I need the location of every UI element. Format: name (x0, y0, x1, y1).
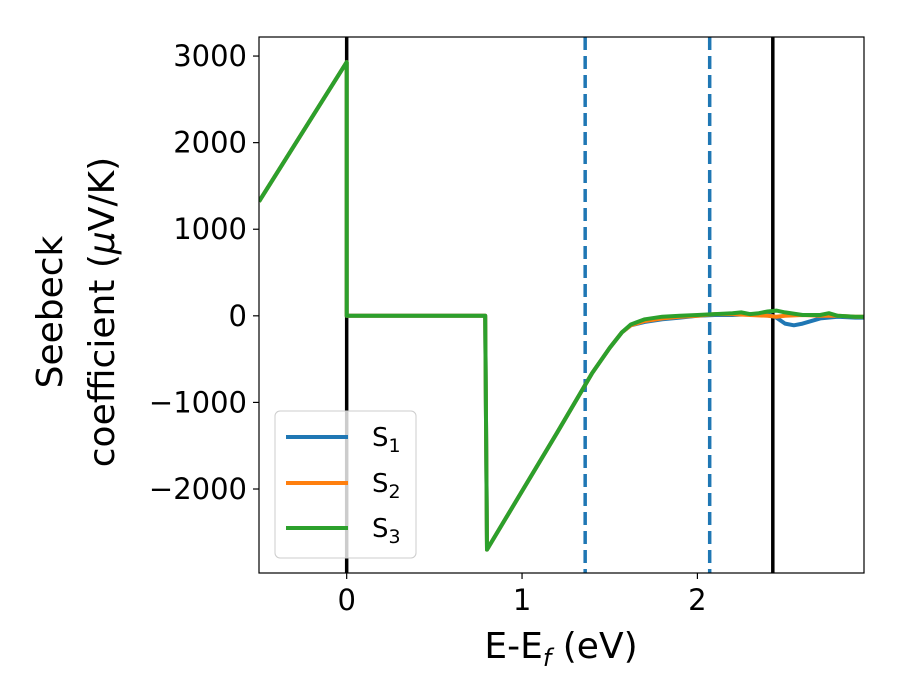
x-tick-label: 1 (513, 583, 531, 617)
y-tick-label: 2000 (173, 126, 247, 160)
y-axis-label-line2: coefficient (μV/K) (82, 157, 123, 467)
legend-entry-s3: S3 (286, 514, 401, 548)
legend-label-s3: S3 (372, 514, 401, 548)
legend-entry-s2: S2 (286, 469, 401, 503)
y-tick-label: 0 (229, 299, 247, 333)
y-axis-label-line1: Seebeck (30, 235, 71, 388)
y-tick-label: 3000 (173, 39, 247, 73)
y-tick-label: −1000 (149, 385, 247, 419)
plot-area (259, 37, 864, 573)
series-line-s3 (259, 60, 864, 552)
x-tick-label: 2 (688, 583, 706, 617)
legend-label-s1: S1 (372, 423, 401, 457)
legend-entry-s1: S1 (286, 423, 401, 457)
y-axis-label: Seebeck coefficient (μV/K) (30, 157, 123, 467)
legend-label-s2: S2 (372, 469, 401, 503)
y-tick-label: 1000 (173, 212, 247, 246)
plot-frame (258, 36, 865, 574)
y-tick-label: −2000 (149, 472, 247, 506)
axis-ticks: 0 1 2 3000 2000 1000 0 −1000 −2000 (149, 39, 707, 617)
legend: S1 S2 S3 (274, 410, 417, 559)
x-tick-label: 0 (337, 583, 355, 617)
x-axis-label: E-Ef (eV) (484, 626, 637, 672)
